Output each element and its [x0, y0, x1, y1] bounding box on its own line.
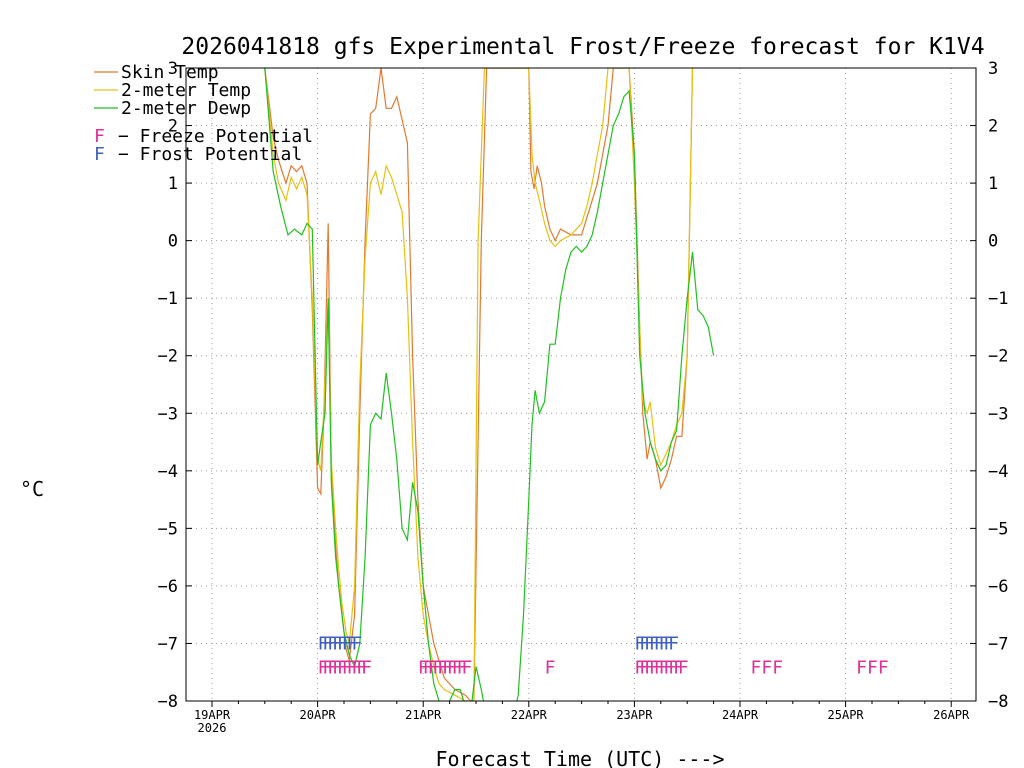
freeze-potential-mark: FFF — [856, 657, 889, 678]
x-tick-label: 22APR — [511, 708, 548, 722]
y-axis-label: °C — [20, 477, 44, 501]
y-tick-label-left: 0 — [168, 232, 178, 252]
axis-ticks: 3 3 2 2 1 1 0 0 −1 −1 −2 −2 −3 −3 −4 −4 −5 −5 −6 −6 −7 −7 −8 −8… — [158, 59, 1009, 735]
freeze-potential-mark: FFFFFFFFFF — [418, 657, 472, 678]
y-tick-label-left: −6 — [158, 577, 178, 597]
x-axis-label: Forecast Time (UTC) ---> — [436, 747, 725, 768]
y-tick-label-right: −8 — [988, 692, 1008, 712]
series-line-skin-temp — [264, 68, 694, 701]
y-tick-label-right: −4 — [988, 462, 1008, 482]
potential-legend-symbol: F — [94, 144, 105, 165]
x-tick-label: 25APR — [828, 708, 865, 722]
x-tick-sublabel: 2026 — [198, 721, 227, 735]
x-tick-label: 19APR — [194, 708, 231, 722]
plot-frame — [185, 67, 977, 702]
y-tick-label-left: −8 — [158, 692, 178, 712]
frost-potential-mark: FFFFFFFF — [318, 633, 362, 654]
y-tick-label-left: −1 — [158, 289, 178, 309]
series-line-2-meter-dewp — [264, 68, 715, 701]
y-tick-label-left: −3 — [158, 404, 178, 424]
y-tick-label-right: 3 — [988, 59, 998, 79]
y-tick-label-right: −1 — [988, 289, 1008, 309]
chart-title: 2026041818 gfs Experimental Frost/Freeze… — [181, 34, 984, 60]
potential-legend-label: − Freeze Potential — [118, 126, 313, 147]
x-tick-label: 24APR — [722, 708, 759, 722]
y-tick-label-left: −2 — [158, 347, 178, 367]
freeze-potential-mark: FFFFFFFFFF — [634, 657, 688, 678]
x-tick-label: 26APR — [933, 708, 970, 722]
legend-label: Skin Temp — [121, 62, 219, 83]
y-tick-label-left: 3 — [168, 59, 178, 79]
freeze-potential-mark: F — [545, 657, 556, 678]
grid — [186, 68, 976, 701]
legend-label: 2-meter Dewp — [121, 98, 251, 119]
frost-potential-mark: FFFFFFFF — [634, 633, 678, 654]
y-tick-label-left: 2 — [168, 117, 178, 137]
y-tick-label-right: 1 — [988, 174, 998, 194]
x-tick-label: 20APR — [300, 708, 337, 722]
y-tick-label-right: −3 — [988, 404, 1008, 424]
y-tick-label-left: −5 — [158, 519, 178, 539]
y-tick-label-left: 1 — [168, 174, 178, 194]
legend-label: 2-meter Temp — [121, 80, 251, 101]
y-tick-label-left: −4 — [158, 462, 178, 482]
potential-legend-label: − Frost Potential — [118, 144, 302, 165]
y-tick-label-right: −6 — [988, 577, 1008, 597]
series-lines — [264, 68, 715, 701]
y-tick-label-right: −2 — [988, 347, 1008, 367]
x-tick-label: 21APR — [405, 708, 442, 722]
freeze-potential-mark: FFF — [751, 657, 784, 678]
y-tick-label-right: 2 — [988, 117, 998, 137]
y-tick-label-right: −5 — [988, 519, 1008, 539]
y-tick-label-right: 0 — [988, 232, 998, 252]
x-tick-label: 23APR — [616, 708, 653, 722]
freeze-potential-mark: FFFFFFFFFF — [318, 657, 372, 678]
potential-legend-symbol: F — [94, 126, 105, 147]
y-tick-label-right: −7 — [988, 634, 1008, 654]
y-tick-label-left: −7 — [158, 634, 178, 654]
